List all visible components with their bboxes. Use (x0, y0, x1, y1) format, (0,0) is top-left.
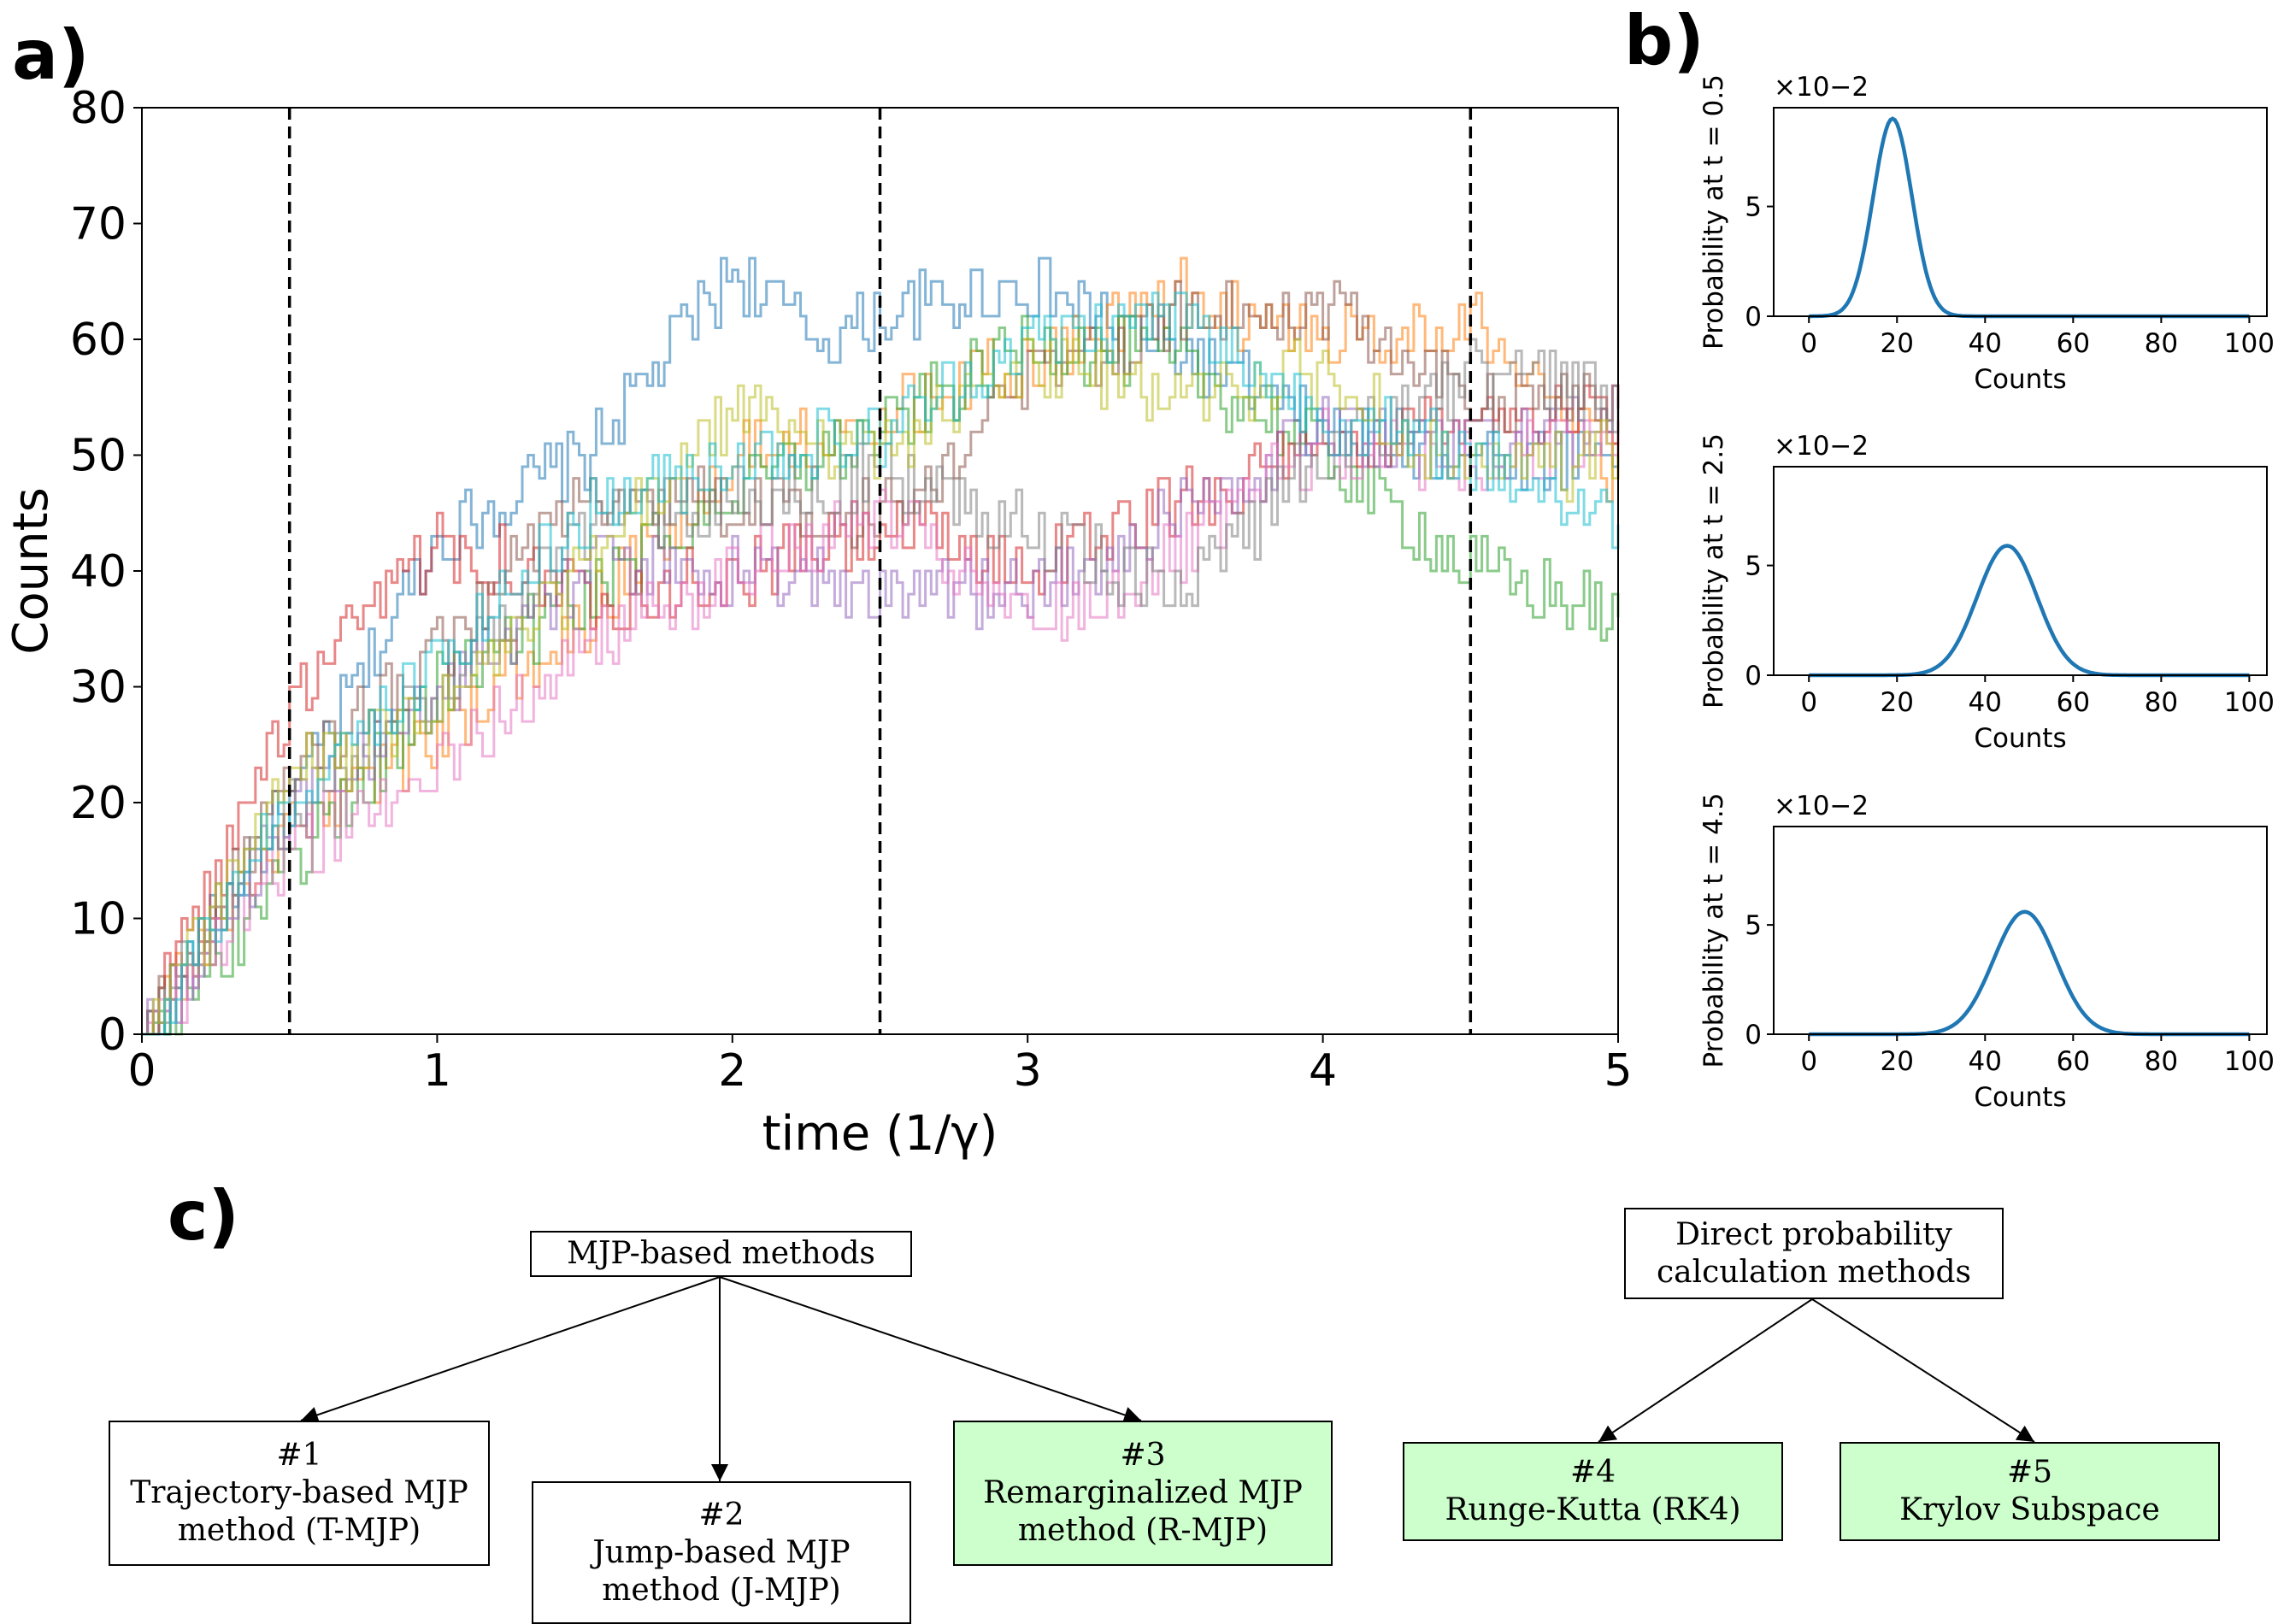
y-axis-label: Probability at t = 4.5 (1698, 793, 1729, 1068)
x-axis-label: time (1/γ) (762, 1106, 998, 1162)
x-tick-label: 0 (1800, 687, 1817, 718)
plot-frame (1773, 826, 2268, 1035)
x-tick-label: 20 (1881, 687, 1914, 718)
scale-multiplier: ×10−2 (1774, 72, 1869, 103)
x-axis-label: Counts (1974, 723, 2066, 754)
distribution-charts: 0 20 40 60 80 100 0 5 ×10−2 Counts Probability at … (1698, 72, 2275, 1113)
probability-curve (1809, 909, 2250, 1037)
x-tick-label: 1 (423, 1045, 451, 1097)
x-tick-label: 40 (1969, 328, 2002, 359)
trajectory-10 (142, 291, 1620, 1036)
y-tick-label: 10 (70, 894, 127, 945)
x-axis-label: Counts (1974, 1082, 2066, 1113)
method-2-line1: Jump-based MJP (592, 1534, 851, 1570)
x-axis-label: Counts (1974, 364, 2066, 395)
y-axis-label: Probability at t = 0.5 (1698, 74, 1729, 350)
y-tick-label: 5 (1745, 192, 1762, 223)
edge-mjp-to-m3 (719, 1276, 1142, 1424)
direct-root-line2: calculation methods (1656, 1254, 1972, 1290)
y-tick-label: 5 (1745, 910, 1762, 941)
method-box-5: #5 Krylov Subspace (1840, 1442, 2220, 1541)
method-1-line1: Trajectory-based MJP (130, 1475, 468, 1510)
method-3-line2: method (R-MJP) (1017, 1513, 1269, 1548)
x-tick-label: 100 (2224, 1046, 2275, 1077)
y-tick-label: 50 (70, 431, 127, 482)
x-tick-label: 80 (2145, 687, 2178, 718)
x-tick-label: 60 (2057, 1046, 2090, 1077)
method-box-1: #1 Trajectory-based MJP method (T-MJP) (109, 1421, 490, 1566)
direct-root-box: Direct probability calculation methods (1624, 1208, 2004, 1299)
method-box-2: #2 Jump-based MJP method (J-MJP) (532, 1481, 911, 1624)
method-3-line1: Remarginalized MJP (983, 1475, 1303, 1510)
x-tick-label: 100 (2224, 328, 2275, 359)
x-tick-label: 40 (1969, 687, 2002, 718)
y-axis-label: Probability at t = 2.5 (1698, 433, 1729, 709)
probability-curve (1809, 544, 2250, 678)
method-5-number: #5 (2006, 1455, 2053, 1490)
x-tick-label: 60 (2057, 687, 2090, 718)
probability-curve (1809, 116, 2250, 319)
x-tick-label: 20 (1881, 328, 1914, 359)
x-tick-label: 2 (718, 1045, 746, 1097)
y-tick-label: 30 (70, 662, 127, 714)
method-box-3: #3 Remarginalized MJP method (R-MJP) (953, 1421, 1333, 1566)
x-tick-label: 0 (127, 1045, 156, 1097)
edge-direct-to-m4 (1598, 1298, 1813, 1443)
panel-label-b: b) (1624, 1, 1704, 80)
edge-mjp-to-m1 (300, 1276, 721, 1423)
y-axis-label: Counts (3, 487, 59, 654)
distribution-chart-3: 0 20 40 60 80 100 0 5 ×10−2 Counts Probability at … (1698, 791, 2275, 1113)
mjp-root-box: MJP-based methods (530, 1231, 912, 1277)
method-2-line2: method (J-MJP) (602, 1572, 841, 1608)
y-tick-label: 0 (1745, 302, 1762, 332)
trajectory-5 (142, 384, 1620, 1036)
y-tick-label: 0 (1745, 1020, 1762, 1050)
x-tick-label: 20 (1881, 1046, 1914, 1077)
plot-frame (1773, 107, 2268, 317)
distribution-chart-2: 0 20 40 60 80 100 0 5 ×10−2 Counts Probability at … (1698, 431, 2275, 754)
direct-root-line1: Direct probability (1675, 1216, 1952, 1252)
y-tick-label: 70 (70, 199, 127, 250)
method-4-number: #4 (1569, 1455, 1616, 1490)
y-tick-label: 60 (70, 315, 127, 366)
x-tick-label: 100 (2224, 687, 2275, 718)
panel-label-c: c) (168, 1176, 239, 1256)
y-tick-label: 40 (70, 546, 127, 597)
scale-multiplier: ×10−2 (1774, 791, 1869, 821)
method-2-number: #2 (698, 1497, 745, 1533)
method-5-line1: Krylov Subspace (1899, 1492, 2160, 1527)
method-tree-edges (300, 1276, 2035, 1481)
x-tick-label: 3 (1014, 1045, 1042, 1097)
y-tick-label: 80 (70, 83, 127, 134)
trajectory-9 (142, 338, 1620, 1036)
panel-label-a: a) (12, 15, 90, 95)
method-1-number: #1 (276, 1438, 322, 1473)
x-tick-label: 0 (1800, 1046, 1817, 1077)
scale-multiplier: ×10−2 (1774, 431, 1869, 462)
mjp-root-label: MJP-based methods (567, 1236, 875, 1271)
distribution-chart-1: 0 20 40 60 80 100 0 5 ×10−2 Counts Probability at … (1698, 72, 2275, 395)
y-tick-label: 0 (98, 1009, 127, 1061)
x-tick-label: 0 (1800, 328, 1817, 359)
x-tick-label: 80 (2145, 328, 2178, 359)
method-box-4: #4 Runge-Kutta (RK4) (1403, 1442, 1783, 1541)
x-tick-label: 5 (1604, 1045, 1632, 1097)
trajectory-3 (142, 315, 1620, 1036)
y-tick-label: 0 (1745, 661, 1762, 691)
x-tick-label: 40 (1969, 1046, 2002, 1077)
method-1-line2: method (T-MJP) (177, 1513, 421, 1548)
method-4-line1: Runge-Kutta (RK4) (1445, 1492, 1741, 1527)
x-tick-label: 80 (2145, 1046, 2178, 1077)
x-tick-label: 4 (1309, 1045, 1337, 1097)
y-tick-label: 5 (1745, 551, 1762, 582)
plot-frame (1773, 466, 2268, 676)
y-tick-label: 20 (70, 778, 127, 829)
x-tick-label: 60 (2057, 328, 2090, 359)
method-3-number: #3 (1120, 1438, 1166, 1473)
edge-direct-to-m5 (1811, 1298, 2035, 1443)
